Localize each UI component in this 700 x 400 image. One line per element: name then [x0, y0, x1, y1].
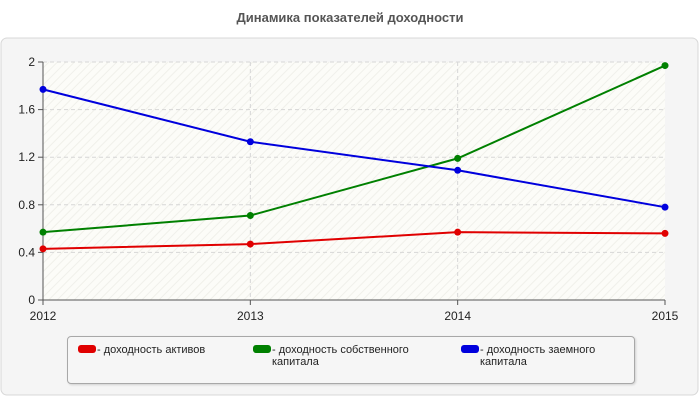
y-tick-label: 1.6: [18, 103, 35, 117]
grid-lines: [43, 61, 665, 300]
legend-label: - доходность заемного капитала: [480, 344, 596, 368]
data-point[interactable]: [246, 138, 254, 146]
legend-swatch: [78, 345, 96, 353]
data-point[interactable]: [661, 203, 669, 211]
y-tick-label: 1.2: [18, 150, 35, 164]
data-point[interactable]: [39, 228, 47, 236]
x-tick-label: 2012: [30, 309, 57, 323]
y-tick-label: 2: [28, 55, 35, 69]
data-point[interactable]: [454, 166, 462, 174]
legend-swatch: [253, 345, 271, 353]
series-line-1: [42, 231, 666, 250]
data-point[interactable]: [661, 229, 669, 237]
data-point[interactable]: [454, 228, 462, 236]
series-line-3: [42, 88, 666, 209]
data-point[interactable]: [39, 85, 47, 93]
axes: 0 0.4 0.8 1.2 1.6 2 2012 2013 2014 2015: [18, 55, 678, 323]
chart-title: Динамика показателей доходности: [236, 10, 464, 25]
data-point[interactable]: [39, 245, 47, 253]
y-tick-label: 0: [28, 293, 35, 307]
legend-label: - доходность собственного капитала: [272, 344, 409, 368]
legend-label: - доходность активов: [97, 344, 206, 356]
plot-area: [43, 62, 665, 300]
x-tick-label: 2013: [237, 309, 264, 323]
data-point[interactable]: [661, 62, 669, 70]
x-tick-label: 2015: [652, 309, 679, 323]
y-tick-label: 0.4: [18, 245, 35, 259]
data-point[interactable]: [246, 240, 254, 248]
data-point[interactable]: [454, 154, 462, 162]
y-tick-label: 0.8: [18, 198, 35, 212]
series-lines: [39, 62, 669, 253]
legend-swatch: [461, 345, 479, 353]
legend: - доходность активов - доходность собстве…: [67, 336, 635, 384]
data-point[interactable]: [246, 212, 254, 220]
series-line-2: [42, 64, 666, 234]
x-tick-label: 2014: [444, 309, 471, 323]
